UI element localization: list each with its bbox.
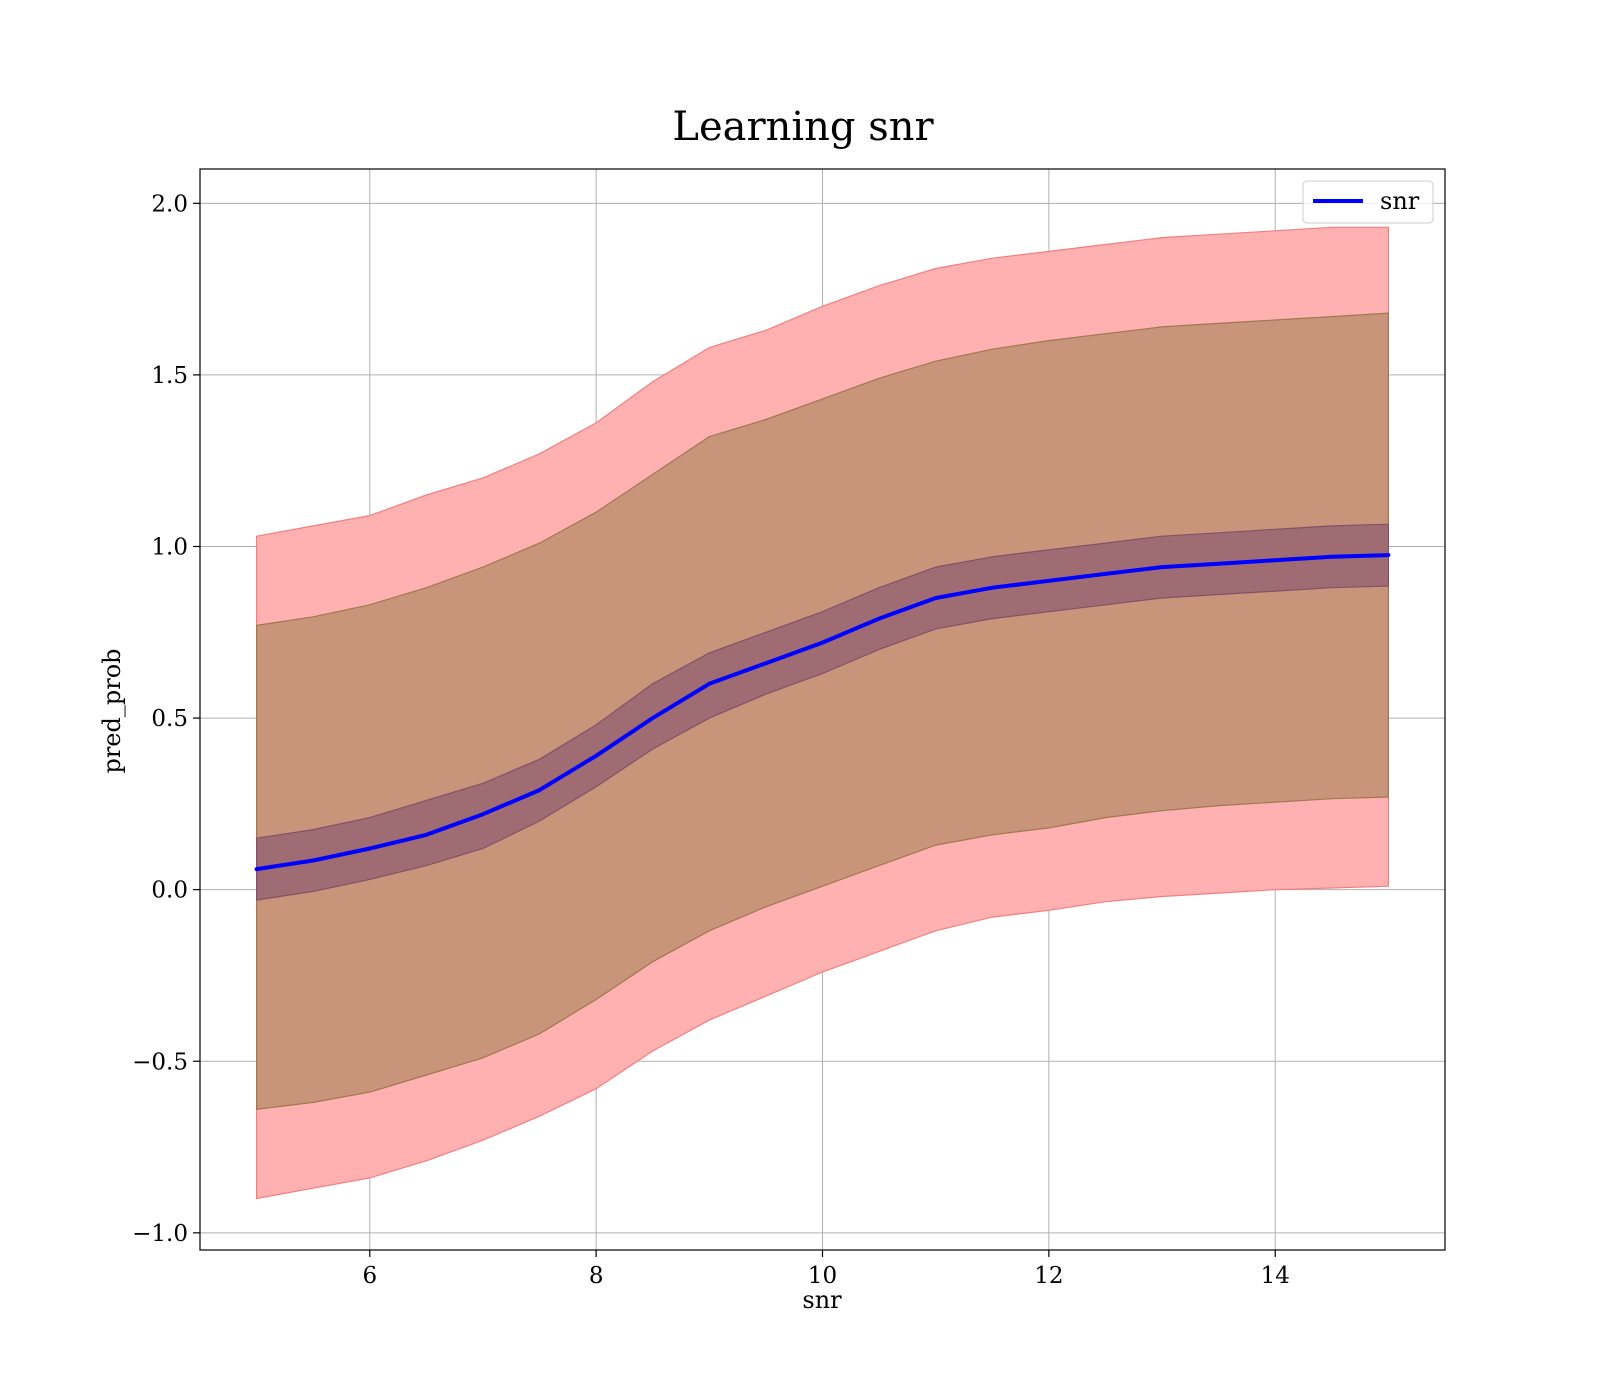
x-axis-label: snr (802, 1286, 842, 1314)
y-tick-label-3: 0.5 (151, 706, 188, 732)
series-lines (254, 553, 1391, 872)
band-middle (256, 312, 1390, 1110)
y-tick-label-4: 1.0 (151, 534, 188, 560)
x-tick-label-2: 10 (808, 1263, 837, 1289)
chart-title: Learning snr (672, 104, 934, 150)
x-tick-label-0: 6 (362, 1263, 377, 1289)
legend: snr (1302, 180, 1434, 224)
y-tick-label-5: 1.5 (151, 363, 188, 389)
legend-label-snr: snr (1380, 187, 1420, 215)
y-tick-label-1: −0.5 (132, 1049, 188, 1075)
x-tick-label-3: 12 (1034, 1263, 1063, 1289)
y-tick-label-6: 2.0 (151, 191, 188, 217)
x-axis-ticks: 6 8 10 12 14 (362, 1250, 1290, 1289)
y-tick-label-2: 0.0 (151, 878, 188, 904)
confidence-bands (256, 226, 1390, 1200)
legend-box (1302, 180, 1434, 224)
x-tick-label-1: 8 (589, 1263, 604, 1289)
y-axis-ticks: −1.0 −0.5 0.0 0.5 1.0 1.5 2.0 (132, 191, 200, 1247)
band-inner (256, 523, 1390, 901)
y-tick-label-0: −1.0 (132, 1221, 188, 1247)
series-line-snr (254, 553, 1391, 872)
x-tick-label-4: 14 (1261, 1263, 1290, 1289)
y-axis-label: pred_prob (98, 648, 126, 773)
